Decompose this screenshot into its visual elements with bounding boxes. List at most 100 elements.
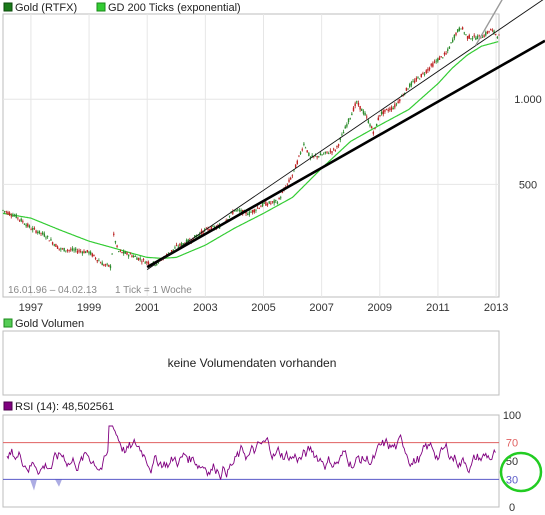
price-candle	[494, 34, 497, 35]
price-candle	[270, 202, 272, 204]
price-candle	[260, 206, 262, 208]
price-candle	[354, 103, 356, 107]
price-candle	[314, 155, 317, 157]
price-candle	[41, 232, 44, 235]
price-candle	[139, 258, 141, 260]
price-candle	[440, 56, 442, 57]
x-tick-label: 2007	[309, 302, 333, 314]
price-candle	[395, 103, 398, 105]
price-candle	[324, 151, 327, 153]
price-candle	[210, 226, 213, 231]
x-tick-label: 2011	[426, 302, 450, 314]
price-candle	[329, 150, 332, 152]
price-candle	[268, 201, 270, 204]
volume-message: keine Volumendaten vorhanden	[168, 356, 337, 370]
price-candle	[316, 156, 318, 158]
price-candle	[202, 230, 204, 234]
price-candle	[256, 207, 259, 209]
x-tick-label: 2003	[193, 302, 217, 314]
price-candle	[275, 200, 277, 202]
price-candle	[25, 224, 27, 227]
price-candle	[384, 109, 386, 112]
price-candle	[50, 239, 52, 241]
price-candle	[86, 250, 89, 252]
price-candle	[280, 197, 282, 199]
price-candle	[399, 99, 401, 102]
price-candle	[156, 263, 158, 265]
price-candle	[113, 233, 115, 235]
price-candle	[265, 201, 267, 206]
price-candle	[147, 262, 150, 265]
legend-ma: GD 200 Ticks (exponential)	[108, 2, 241, 14]
price-candle	[430, 64, 432, 66]
price-candle	[319, 153, 322, 156]
price-candle	[493, 30, 495, 34]
price-candle	[43, 233, 46, 237]
price-candle	[174, 247, 176, 249]
price-candle	[428, 67, 431, 70]
price-gridlines	[3, 14, 499, 297]
price-candle	[5, 211, 8, 213]
price-candle	[65, 250, 67, 252]
price-candle	[132, 255, 135, 258]
price-candle	[91, 253, 93, 257]
y-tick-label: 1.000	[514, 94, 542, 106]
price-candle	[379, 115, 381, 116]
price-candle	[124, 251, 127, 254]
price-candle	[131, 255, 133, 257]
rsi-panel-frame	[2, 414, 500, 508]
price-candle	[278, 197, 280, 200]
price-candle	[99, 262, 102, 264]
price-candle	[463, 32, 465, 34]
price-candle	[177, 246, 179, 248]
price-candle	[180, 243, 183, 246]
price-candle	[443, 53, 446, 55]
price-candle	[27, 223, 29, 227]
price-candle	[380, 111, 383, 115]
price-candle	[212, 226, 214, 227]
price-candle	[38, 230, 41, 234]
price-candle	[10, 215, 12, 217]
price-candle	[291, 175, 294, 177]
price-candle	[250, 211, 252, 213]
price-candle	[46, 235, 49, 237]
price-candle	[83, 250, 85, 254]
price-candle	[76, 251, 79, 253]
price-candle	[94, 257, 97, 259]
price-candle	[405, 87, 408, 91]
price-candle	[53, 244, 55, 246]
price-candle	[336, 145, 338, 148]
price-candle	[48, 240, 50, 242]
price-candle	[447, 49, 449, 51]
price-candle	[328, 153, 330, 155]
price-candle	[485, 32, 487, 36]
price-candle	[308, 153, 310, 156]
price-candle	[75, 248, 77, 251]
trendline	[146, 0, 544, 270]
price-candle	[23, 224, 26, 226]
legend-swatch-ma	[96, 2, 106, 12]
trendlines	[146, 0, 545, 270]
price-candle	[78, 250, 80, 252]
price-candle	[476, 36, 479, 40]
price-candle	[432, 63, 434, 67]
price-candle	[347, 118, 350, 123]
price-candle	[356, 101, 358, 103]
price-candle	[108, 264, 110, 267]
price-candle	[323, 153, 325, 155]
price-candle	[199, 233, 201, 236]
price-candle	[30, 229, 32, 231]
rsi-oversold-fill	[30, 479, 62, 491]
price-candle	[450, 42, 452, 44]
price-candle	[351, 113, 353, 116]
price-candle	[326, 151, 328, 153]
interval-label: 1 Tick = 1 Woche	[115, 285, 192, 296]
price-candle	[88, 251, 90, 254]
price-candle	[294, 164, 297, 168]
price-candle	[175, 245, 178, 246]
price-candle	[423, 73, 426, 75]
price-candle	[55, 244, 57, 247]
price-candle	[301, 149, 303, 151]
price-candle	[370, 126, 373, 129]
price-candle	[58, 248, 60, 250]
